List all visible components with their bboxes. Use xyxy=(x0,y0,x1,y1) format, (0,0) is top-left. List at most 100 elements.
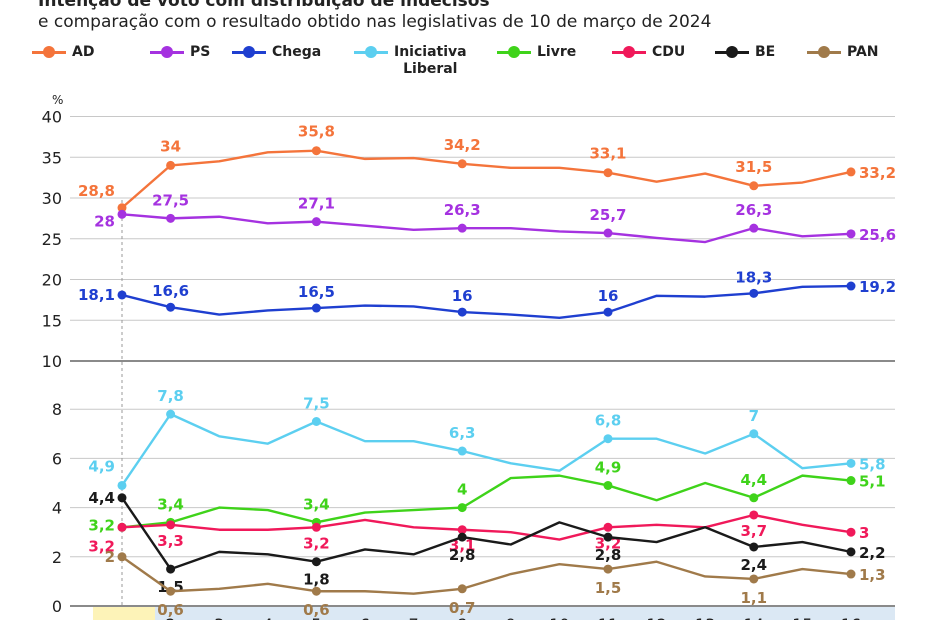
data-point xyxy=(846,229,856,239)
data-point xyxy=(457,532,467,542)
y-tick-label: 10 xyxy=(42,352,62,371)
legend-swatch xyxy=(807,44,841,60)
legend-item-pan: PAN xyxy=(807,44,879,61)
data-label: 27,5 xyxy=(152,191,189,209)
data-point xyxy=(749,574,759,584)
x-tick-label: 11 xyxy=(598,615,618,620)
data-label: 16 xyxy=(452,287,473,305)
legend-label: Chega xyxy=(272,44,322,60)
y-tick-label: 4 xyxy=(52,499,62,518)
legend-swatch xyxy=(497,44,531,60)
data-point xyxy=(846,458,856,468)
series-line-iniciativa-liberal xyxy=(121,412,852,487)
x-tick-label: 5 xyxy=(311,615,321,620)
x-tick-label: 2 xyxy=(166,615,176,620)
data-point xyxy=(749,429,759,439)
data-label: 7 xyxy=(749,407,759,425)
series-line-ad xyxy=(121,149,852,209)
legend-label: PS xyxy=(190,44,211,60)
data-label: 1,1 xyxy=(741,589,768,607)
data-point xyxy=(117,493,127,503)
series-line-chega xyxy=(121,284,852,320)
legend-label: AD xyxy=(72,44,95,60)
x-tick-label: 14 xyxy=(744,615,764,620)
legend-item-iniciativa-liberal: Iniciativa Liberal xyxy=(354,44,467,78)
legend-item-livre: Livre xyxy=(497,44,576,61)
data-point xyxy=(166,213,176,223)
legend-swatch xyxy=(32,44,66,60)
y-tick-label: 40 xyxy=(42,108,62,127)
data-point xyxy=(749,493,759,503)
data-label: 0,6 xyxy=(303,601,330,619)
data-point xyxy=(457,446,467,456)
data-label: 4,4 xyxy=(88,489,115,507)
data-point xyxy=(846,547,856,557)
data-point xyxy=(457,525,467,535)
data-label: 7,5 xyxy=(303,395,330,413)
data-label: 0,7 xyxy=(449,599,476,617)
x-tick-label: 8 xyxy=(457,615,467,620)
x-tick-label: 15 xyxy=(792,615,812,620)
data-label: 2 xyxy=(105,548,115,566)
data-label: 16 xyxy=(598,287,619,305)
series-line-be xyxy=(121,497,852,571)
data-point xyxy=(311,557,321,567)
data-label: 3,2 xyxy=(88,516,115,534)
x-tick-label: 10 xyxy=(549,615,569,620)
data-point xyxy=(457,159,467,169)
data-point xyxy=(457,223,467,233)
data-label: 3 xyxy=(859,524,869,542)
data-label: 16,6 xyxy=(152,282,189,300)
x-tick-label: 7 xyxy=(409,615,419,620)
data-label: 26,3 xyxy=(735,201,772,219)
legend-item-chega: Chega xyxy=(232,44,321,61)
x-tick-label: 9 xyxy=(506,615,516,620)
data-label: 25,7 xyxy=(589,206,626,224)
legend: AD PS Chega Iniciativa Liberal Livre CDU BE PAN xyxy=(32,44,922,94)
data-point xyxy=(117,552,127,562)
legend-swatch xyxy=(612,44,646,60)
y-tick-label: 25 xyxy=(42,230,62,249)
data-point xyxy=(749,510,759,520)
data-label: 4,9 xyxy=(595,458,622,476)
chart-subtitle: e comparação com o resultado obtido nas … xyxy=(38,12,712,32)
x-axis-band-first xyxy=(93,607,155,620)
data-point xyxy=(846,569,856,579)
series-line-livre xyxy=(121,474,852,529)
y-tick-label: 0 xyxy=(52,597,62,616)
data-label: 6,3 xyxy=(449,424,476,442)
x-tick-label: 16 xyxy=(841,615,861,620)
data-point xyxy=(603,228,613,238)
legend-item-be: BE xyxy=(715,44,775,61)
data-label: 2,4 xyxy=(741,556,768,574)
data-point xyxy=(117,203,127,213)
data-point xyxy=(311,586,321,596)
legend-item-ad: AD xyxy=(32,44,94,61)
legend-swatch xyxy=(232,44,266,60)
data-point xyxy=(457,503,467,513)
data-label: 4 xyxy=(457,481,467,499)
y-axis-unit: % xyxy=(52,93,63,107)
y-tick-label: 2 xyxy=(52,548,62,567)
data-label: 19,2 xyxy=(859,278,896,296)
data-label: 18,1 xyxy=(78,286,115,304)
data-point xyxy=(311,146,321,156)
legend-swatch xyxy=(715,44,749,60)
data-label: 2,2 xyxy=(859,544,886,562)
data-point xyxy=(117,290,127,300)
data-point xyxy=(749,223,759,233)
data-point xyxy=(311,417,321,426)
data-point xyxy=(117,522,127,532)
legend-label: CDU xyxy=(652,44,686,60)
y-tick-label: 35 xyxy=(42,148,62,167)
data-label: 5,8 xyxy=(859,455,886,473)
data-label: 25,6 xyxy=(859,226,896,244)
data-point xyxy=(166,160,176,170)
y-tick-label: 20 xyxy=(42,271,62,290)
data-label: 3,4 xyxy=(157,495,184,513)
data-label: 28 xyxy=(94,212,115,230)
data-point xyxy=(457,584,467,594)
data-point xyxy=(311,217,321,227)
data-label: 26,3 xyxy=(444,201,481,219)
